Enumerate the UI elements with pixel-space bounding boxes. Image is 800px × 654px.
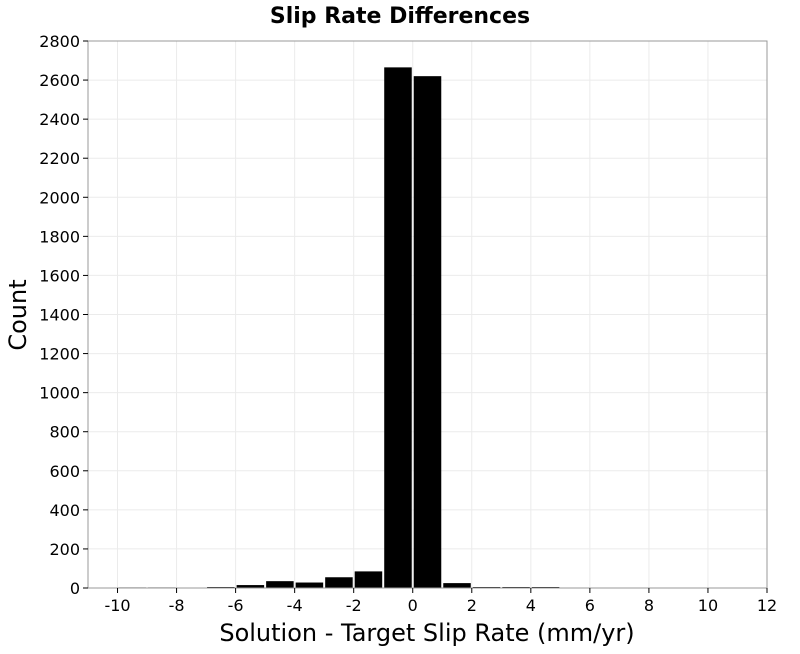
histogram-bar bbox=[296, 583, 324, 588]
y-tick-label: 2000 bbox=[39, 188, 80, 207]
x-tick-label: 10 bbox=[698, 596, 718, 615]
x-tick-label: 12 bbox=[757, 596, 777, 615]
x-tick-label: -2 bbox=[346, 596, 362, 615]
x-tick-label: 0 bbox=[408, 596, 418, 615]
y-tick-label: 1000 bbox=[39, 384, 80, 403]
x-tick-label: 4 bbox=[526, 596, 536, 615]
x-tick-label: -4 bbox=[287, 596, 303, 615]
chart-title: Slip Rate Differences bbox=[270, 4, 530, 29]
x-tick-label: 2 bbox=[467, 596, 477, 615]
y-tick-label: 2200 bbox=[39, 149, 80, 168]
y-tick-label: 400 bbox=[49, 501, 80, 520]
histogram-bar bbox=[325, 577, 353, 588]
y-tick-label: 2600 bbox=[39, 71, 80, 90]
histogram-bar bbox=[355, 571, 383, 588]
y-tick-label: 1400 bbox=[39, 306, 80, 325]
y-tick-label: 1600 bbox=[39, 266, 80, 285]
x-axis: -10 -8 -6 -4 -2 0 2 4 6 8 10 12 bbox=[104, 588, 777, 615]
x-tick-label: -6 bbox=[228, 596, 244, 615]
x-axis-label: Solution - Target Slip Rate (mm/yr) bbox=[219, 619, 634, 647]
y-axis-label: Count bbox=[4, 279, 32, 350]
x-tick-label: -8 bbox=[169, 596, 185, 615]
y-tick-label: 1800 bbox=[39, 227, 80, 246]
y-axis: 0 200 400 600 800 1000 1200 1400 1600 1800 2000 220… bbox=[39, 32, 88, 598]
y-tick-label: 2400 bbox=[39, 110, 80, 129]
histogram-bar bbox=[443, 583, 471, 588]
x-tick-label: 6 bbox=[585, 596, 595, 615]
histogram-bar bbox=[414, 76, 442, 588]
y-tick-label: 600 bbox=[49, 462, 80, 481]
y-tick-label: 2800 bbox=[39, 32, 80, 51]
histogram-bar bbox=[266, 581, 294, 588]
x-tick-label: -10 bbox=[104, 596, 130, 615]
y-tick-label: 800 bbox=[49, 423, 80, 442]
y-tick-label: 200 bbox=[49, 540, 80, 559]
histogram-bar bbox=[384, 67, 412, 588]
x-tick-label: 8 bbox=[644, 596, 654, 615]
y-tick-label: 1200 bbox=[39, 345, 80, 364]
y-tick-label: 0 bbox=[70, 579, 80, 598]
